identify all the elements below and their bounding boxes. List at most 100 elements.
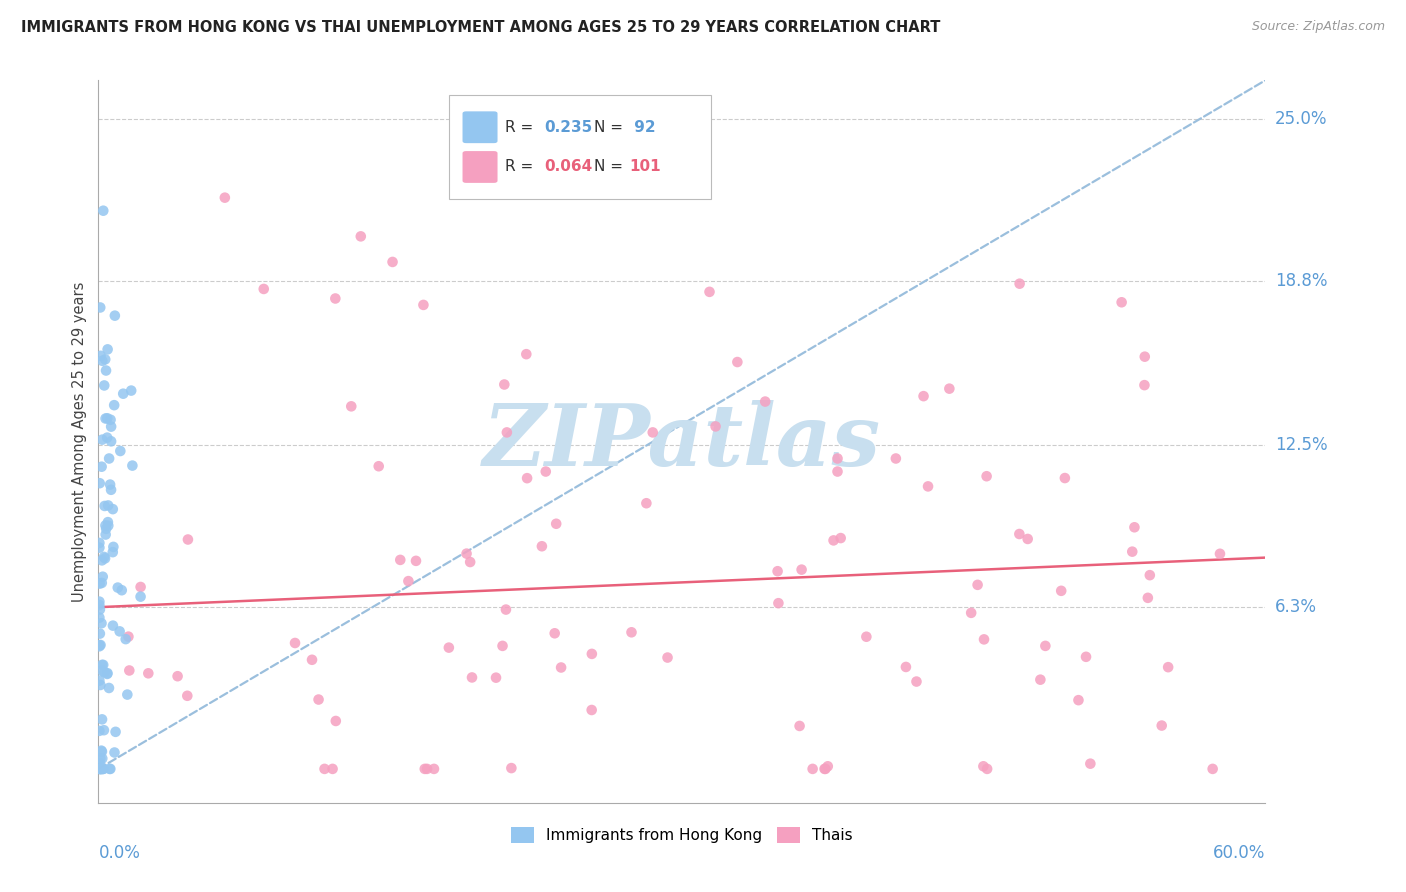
Point xyxy=(114,632,136,646)
Point xyxy=(91,203,114,218)
Point xyxy=(89,610,111,624)
Point xyxy=(1074,649,1097,664)
Text: 92: 92 xyxy=(630,120,657,135)
Point xyxy=(496,425,519,440)
FancyBboxPatch shape xyxy=(463,151,498,183)
Point xyxy=(94,551,117,566)
Point xyxy=(917,479,939,493)
Point xyxy=(89,626,111,640)
Point xyxy=(938,382,960,396)
Point xyxy=(90,459,112,474)
Point xyxy=(89,762,111,776)
Point xyxy=(827,451,849,466)
Text: IMMIGRANTS FROM HONG KONG VS THAI UNEMPLOYMENT AMONG AGES 25 TO 29 YEARS CORRELA: IMMIGRANTS FROM HONG KONG VS THAI UNEMPL… xyxy=(21,20,941,35)
Text: R =: R = xyxy=(505,120,537,135)
Point xyxy=(90,616,112,631)
Point xyxy=(93,665,115,680)
Point xyxy=(90,638,112,652)
Point xyxy=(97,343,120,357)
Point xyxy=(801,762,824,776)
Point xyxy=(1111,295,1133,310)
Point xyxy=(830,531,852,545)
Point xyxy=(501,761,523,775)
Point xyxy=(111,583,134,598)
Point xyxy=(1139,568,1161,582)
Text: ZIPatlas: ZIPatlas xyxy=(482,400,882,483)
Point xyxy=(768,596,790,610)
Point xyxy=(90,762,112,776)
Point xyxy=(110,444,132,458)
Point xyxy=(1150,718,1173,732)
Point xyxy=(117,688,139,702)
Point xyxy=(176,689,198,703)
Point xyxy=(1053,471,1076,485)
Point xyxy=(546,516,568,531)
Point xyxy=(308,692,330,706)
Point xyxy=(699,285,721,299)
Point xyxy=(1008,277,1031,291)
Point xyxy=(790,563,813,577)
Point xyxy=(91,762,114,776)
Point xyxy=(485,671,508,685)
Point xyxy=(101,618,124,632)
Point xyxy=(657,650,679,665)
Text: 0.235: 0.235 xyxy=(544,120,592,135)
Point xyxy=(1080,756,1102,771)
Point xyxy=(91,353,114,368)
Point xyxy=(98,681,121,695)
Point xyxy=(96,411,118,425)
Point xyxy=(855,630,877,644)
Point xyxy=(94,518,117,533)
Point xyxy=(100,413,122,427)
Point xyxy=(97,499,120,513)
Point xyxy=(90,762,112,776)
Point xyxy=(458,555,481,569)
Point xyxy=(107,581,129,595)
Point xyxy=(91,657,114,672)
Point xyxy=(97,515,120,529)
Text: 25.0%: 25.0% xyxy=(1275,111,1327,128)
Point xyxy=(894,660,917,674)
Point xyxy=(89,756,111,771)
Point xyxy=(94,363,117,377)
Point xyxy=(884,451,907,466)
Point xyxy=(905,674,928,689)
Point xyxy=(89,638,111,652)
Point xyxy=(1035,639,1057,653)
Point xyxy=(1209,547,1232,561)
Point xyxy=(98,477,121,491)
Point xyxy=(100,483,122,497)
Point xyxy=(94,522,117,536)
Point xyxy=(620,625,643,640)
Point xyxy=(581,647,603,661)
Point xyxy=(98,762,121,776)
Point xyxy=(177,533,200,547)
Point xyxy=(96,666,118,681)
Text: 0.064: 0.064 xyxy=(544,160,592,175)
Point xyxy=(530,539,553,553)
Point xyxy=(89,640,111,654)
Point xyxy=(98,762,121,776)
Point xyxy=(813,762,835,776)
Point xyxy=(754,394,776,409)
Point xyxy=(516,471,538,485)
Point xyxy=(120,384,142,398)
Point xyxy=(89,762,111,776)
Point xyxy=(89,723,111,738)
Point xyxy=(778,60,800,74)
Point xyxy=(93,723,115,738)
Point xyxy=(641,425,664,440)
Point xyxy=(117,630,139,644)
Point xyxy=(495,602,517,616)
Point xyxy=(827,465,849,479)
FancyBboxPatch shape xyxy=(449,95,711,200)
Point xyxy=(89,598,111,612)
Point xyxy=(515,347,537,361)
Point xyxy=(91,762,114,776)
Point xyxy=(89,536,111,550)
Point xyxy=(636,496,658,510)
Point xyxy=(314,762,336,776)
Point xyxy=(1050,583,1073,598)
Point xyxy=(91,751,114,765)
Legend: Immigrants from Hong Kong, Thais: Immigrants from Hong Kong, Thais xyxy=(505,822,859,849)
